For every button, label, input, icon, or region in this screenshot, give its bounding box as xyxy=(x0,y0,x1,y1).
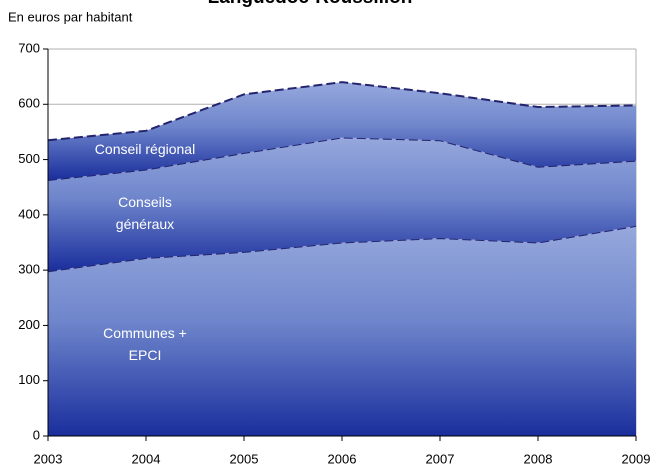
area-edge xyxy=(47,136,637,182)
series-label: Conseils généraux xyxy=(115,194,175,232)
y-tick-label: 200 xyxy=(18,317,40,332)
x-tick-label: 2004 xyxy=(132,451,161,466)
series-label: Conseil régional xyxy=(94,141,196,157)
y-tick-label: 400 xyxy=(18,206,40,221)
chart-title: Languedoc-Roussillon xyxy=(208,0,413,8)
x-tick-label: 2003 xyxy=(34,451,63,466)
area xyxy=(48,82,636,181)
x-tick-label: 2009 xyxy=(622,451,651,466)
y-tick-label: 100 xyxy=(18,372,40,387)
series-label: Communes + EPCI xyxy=(103,325,187,363)
y-tick-label: 700 xyxy=(18,40,40,55)
series-label-box: Communes + EPCI xyxy=(103,325,187,363)
x-tick-label: 2006 xyxy=(328,451,357,466)
x-tick-label: 2008 xyxy=(524,451,553,466)
x-tick-label: 2005 xyxy=(230,451,259,466)
area-edge xyxy=(47,81,637,142)
area xyxy=(48,137,636,272)
x-tick-label: 2007 xyxy=(426,451,455,466)
area xyxy=(48,225,636,436)
series-label-box: Conseils généraux xyxy=(115,194,175,232)
series-label-box: Conseil régional xyxy=(94,141,196,157)
y-tick-label: 600 xyxy=(18,96,40,111)
y-axis-label: En euros par habitant xyxy=(8,9,133,24)
y-tick-label: 0 xyxy=(33,427,40,442)
y-tick-label: 500 xyxy=(18,151,40,166)
y-tick-label: 300 xyxy=(18,262,40,277)
